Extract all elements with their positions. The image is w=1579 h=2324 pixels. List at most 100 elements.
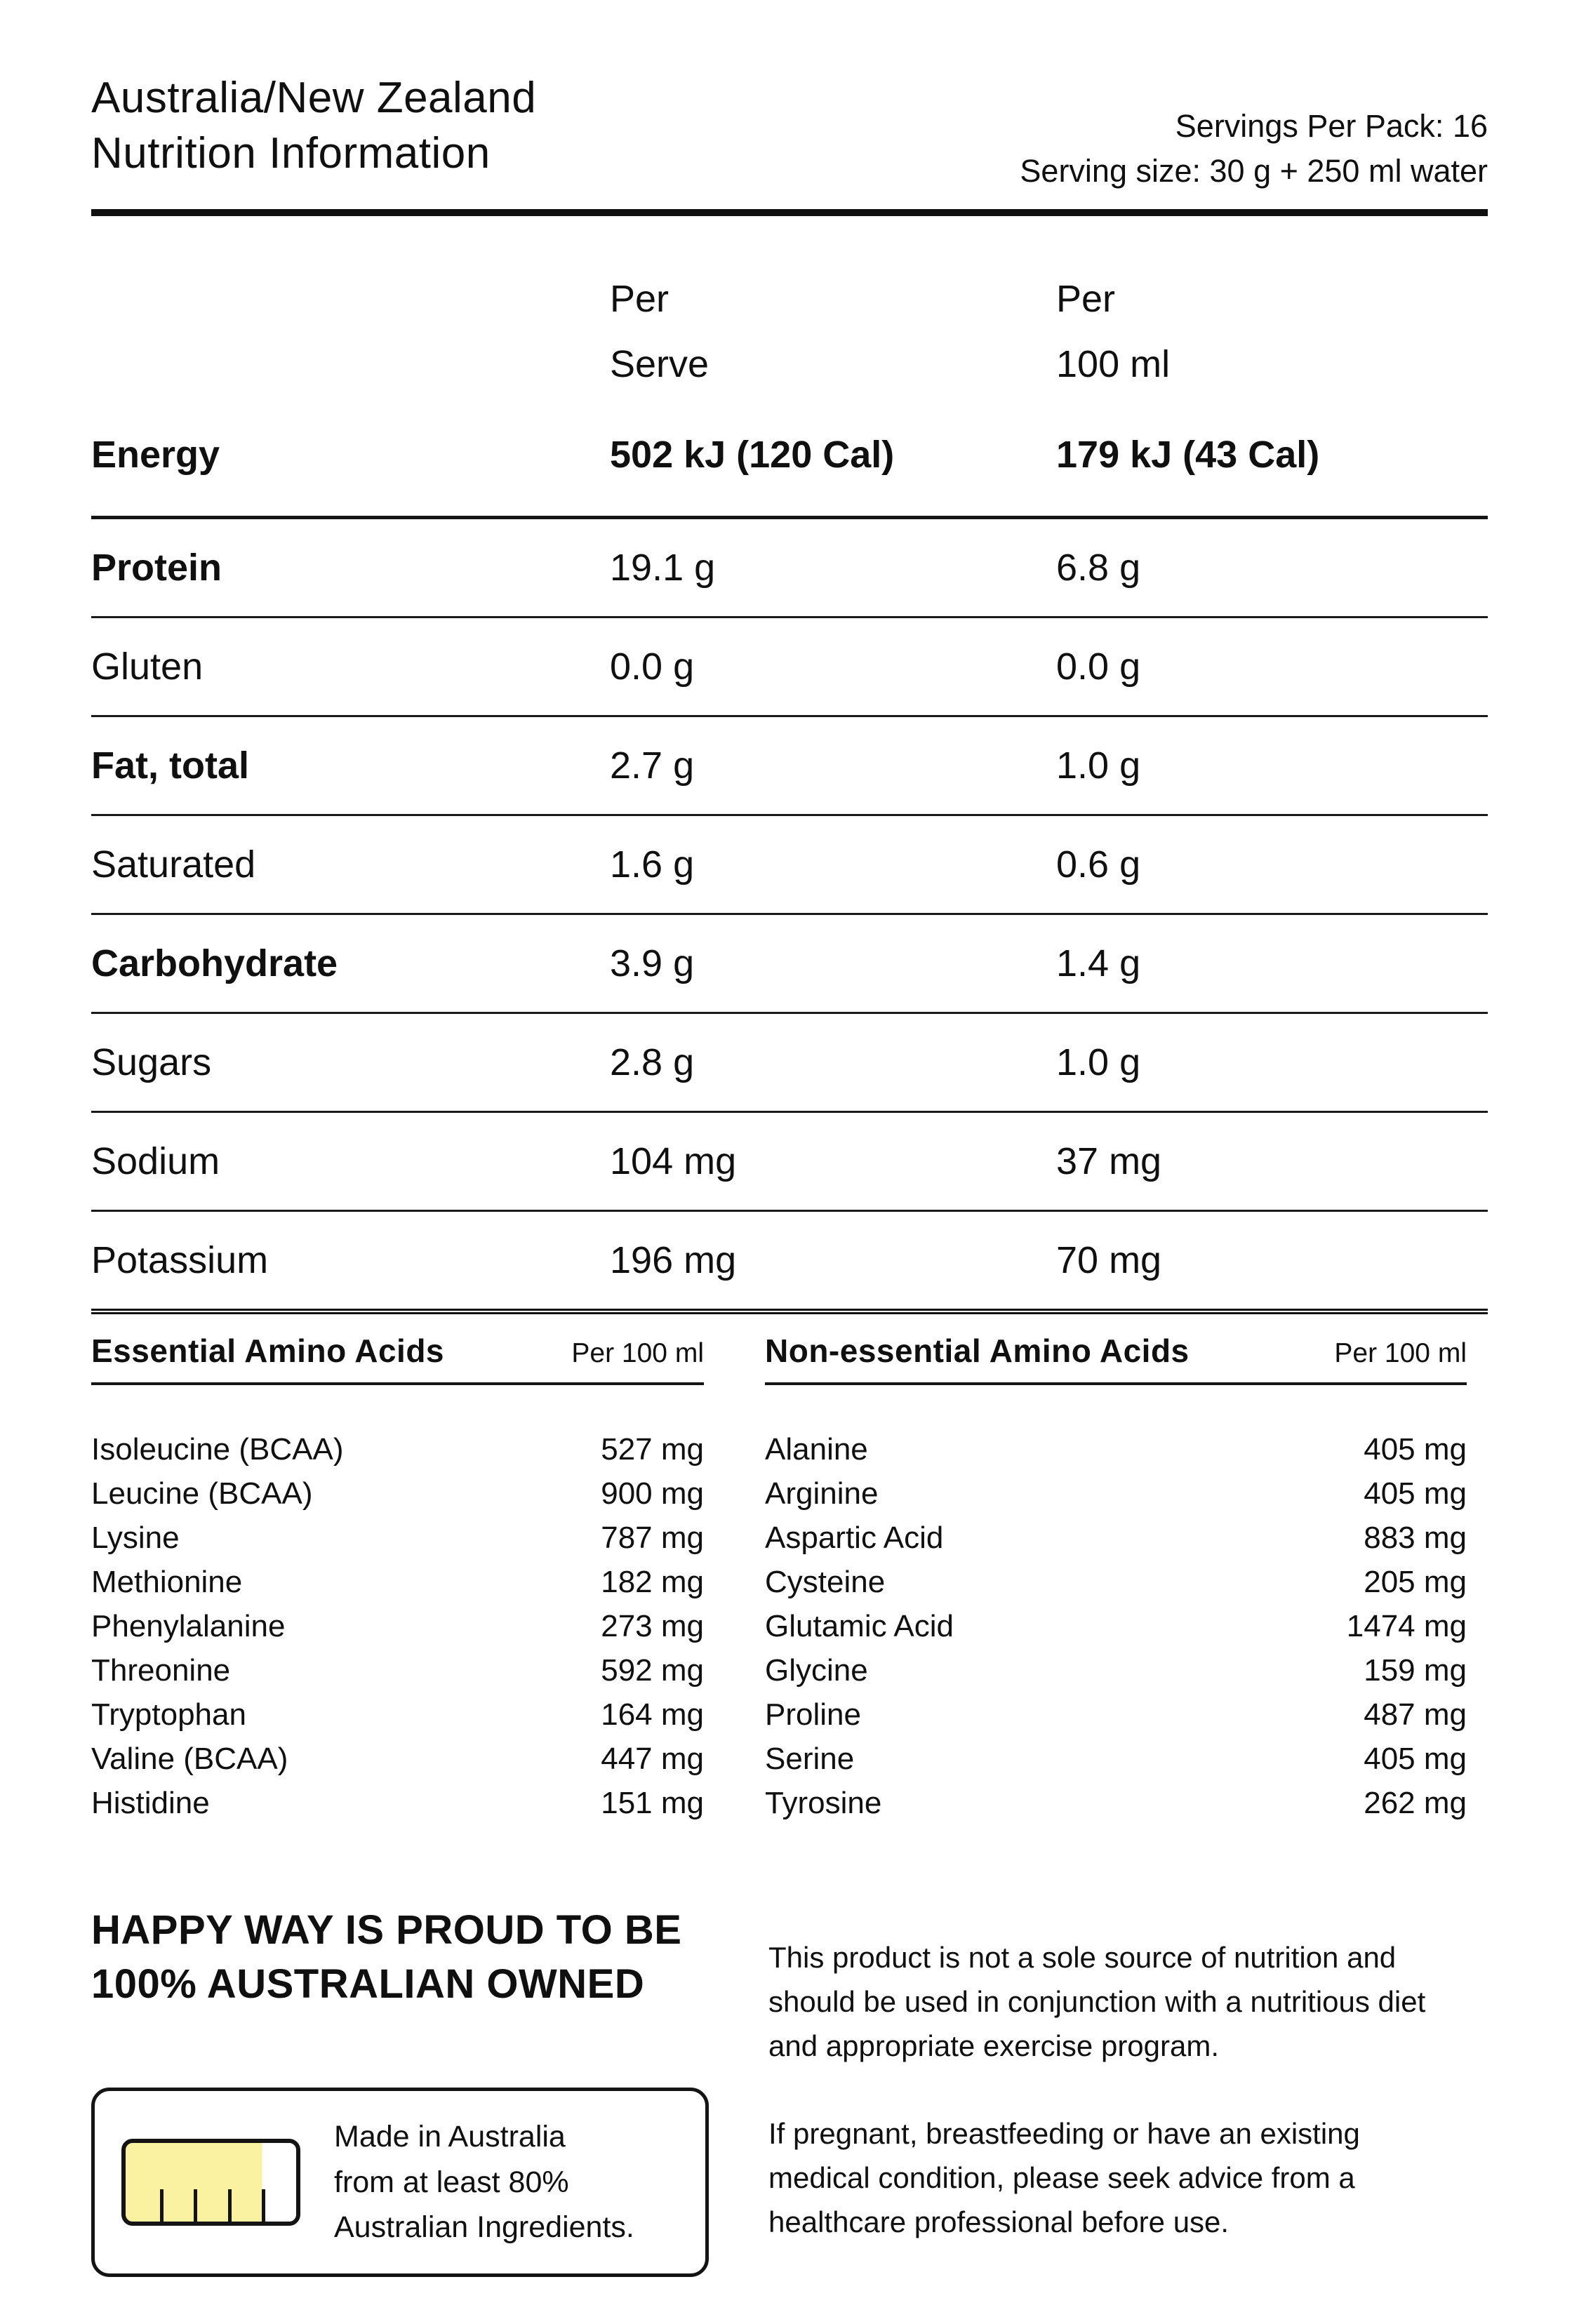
- table-header-row: Per Serve Per 100 ml: [91, 267, 1488, 393]
- essential-amino-acids-list: Isoleucine (BCAA) 527 mg Leucine (BCAA) …: [91, 1427, 704, 1825]
- amino-value: 164 mg: [601, 1697, 704, 1732]
- page-title-line1: Australia/New Zealand: [91, 74, 537, 122]
- amino-name: Lysine: [91, 1520, 180, 1555]
- australian-made-gauge-icon: [121, 2139, 300, 2226]
- per-serve-value: 0.0 g: [610, 646, 695, 688]
- per-serve-value: 502 kJ (120 Cal): [610, 433, 895, 476]
- amino-name: Cysteine: [765, 1564, 886, 1599]
- amino-name: Glutamic Acid: [765, 1608, 954, 1643]
- amino-value: 900 mg: [601, 1476, 704, 1511]
- disclaimer-paragraph-2: If pregnant, breastfeeding or have an ex…: [768, 2117, 1360, 2238]
- made-text-line1: Made in Australia: [334, 2120, 566, 2154]
- amino-name: Serine: [765, 1741, 855, 1776]
- amino-row-tyrosine: Tyrosine 262 mg: [765, 1781, 1467, 1825]
- gauge-tick: [227, 2189, 232, 2222]
- per-serve-value: 2.7 g: [610, 744, 695, 787]
- amino-value: 205 mg: [1364, 1564, 1467, 1599]
- amino-name: Proline: [765, 1697, 861, 1732]
- nutrient-label: Potassium: [91, 1239, 269, 1281]
- table-row-potassium: Potassium 196 mg 70 mg: [91, 1212, 1488, 1314]
- amino-row-leucine: Leucine (BCAA) 900 mg: [91, 1471, 704, 1516]
- per-100ml-value: 1.0 g: [1056, 744, 1141, 787]
- nutrient-label: Gluten: [91, 646, 204, 688]
- nutrient-label: Fat, total: [91, 744, 249, 787]
- essential-amino-acids-header: Essential Amino Acids Per 100 ml: [91, 1332, 704, 1385]
- amino-value: 405 mg: [1364, 1476, 1467, 1511]
- amino-value: 182 mg: [601, 1564, 704, 1599]
- amino-row-isoleucine: Isoleucine (BCAA) 527 mg: [91, 1427, 704, 1471]
- amino-name: Threonine: [91, 1652, 231, 1688]
- per-serve-value: 19.1 g: [610, 547, 716, 589]
- per-100ml-value: 6.8 g: [1056, 547, 1141, 589]
- per-serve-value: 196 mg: [610, 1239, 737, 1281]
- table-row-fat-total: Fat, total 2.7 g 1.0 g: [91, 717, 1488, 816]
- made-text-line2: from at least 80%: [334, 2165, 569, 2199]
- non-essential-amino-acids-header: Non-essential Amino Acids Per 100 ml: [765, 1332, 1467, 1385]
- table-row-protein: Protein 19.1 g 6.8 g: [91, 519, 1488, 618]
- serving-info: Servings Per Pack: 16 Serving size: 30 g…: [1020, 104, 1488, 194]
- amino-row-alanine: Alanine 405 mg: [765, 1427, 1467, 1471]
- amino-name: Leucine (BCAA): [91, 1476, 313, 1511]
- amino-name: Histidine: [91, 1785, 210, 1820]
- nutrition-table: Per Serve Per 100 ml Energy 502 kJ (120 …: [91, 267, 1488, 1314]
- per-serve-value: 2.8 g: [610, 1041, 695, 1083]
- per-100ml-header: Per 100 ml: [1056, 267, 1488, 397]
- page-title-line2: Nutrition Information: [91, 129, 491, 178]
- section-unit-label: Per 100 ml: [571, 1338, 704, 1368]
- headline-line1: HAPPY WAY IS PROUD TO BE: [91, 1907, 682, 1953]
- amino-row-cysteine: Cysteine 205 mg: [765, 1560, 1467, 1604]
- amino-value: 405 mg: [1364, 1431, 1467, 1467]
- amino-name: Isoleucine (BCAA): [91, 1431, 344, 1467]
- per-100ml-header-line1: Per: [1056, 278, 1116, 320]
- amino-value: 527 mg: [601, 1431, 704, 1467]
- amino-value: 1474 mg: [1346, 1608, 1467, 1643]
- amino-row-phenylalanine: Phenylalanine 273 mg: [91, 1604, 704, 1648]
- made-in-australia-text: Made in Australia from at least 80% Aust…: [334, 2114, 634, 2250]
- gauge-tick: [159, 2189, 164, 2222]
- table-row-saturated: Saturated 1.6 g 0.6 g: [91, 816, 1488, 915]
- amino-value: 592 mg: [601, 1652, 704, 1688]
- amino-row-glutamic-acid: Glutamic Acid 1474 mg: [765, 1604, 1467, 1648]
- made-in-australia-badge: Made in Australia from at least 80% Aust…: [91, 2088, 709, 2277]
- amino-name: Aspartic Acid: [765, 1520, 944, 1555]
- amino-value: 262 mg: [1364, 1785, 1467, 1820]
- amino-value: 787 mg: [601, 1520, 704, 1555]
- amino-name: Valine (BCAA): [91, 1741, 288, 1776]
- serving-size: Serving size: 30 g + 250 ml water: [1020, 152, 1488, 189]
- section-unit-label: Per 100 ml: [1334, 1338, 1467, 1368]
- amino-name: Phenylalanine: [91, 1608, 286, 1643]
- disclaimer-paragraph-1: This product is not a sole source of nut…: [768, 1941, 1426, 2062]
- amino-row-tryptophan: Tryptophan 164 mg: [91, 1692, 704, 1737]
- per-serve-header-line2: Serve: [610, 342, 709, 385]
- amino-name: Glycine: [765, 1652, 868, 1688]
- disclaimer-text-block: This product is not a sole source of nut…: [768, 1935, 1439, 2244]
- gauge-tick: [262, 2189, 266, 2222]
- amino-value: 151 mg: [601, 1785, 704, 1820]
- amino-value: 159 mg: [1364, 1652, 1467, 1688]
- amino-row-arginine: Arginine 405 mg: [765, 1471, 1467, 1516]
- amino-row-lysine: Lysine 787 mg: [91, 1516, 704, 1560]
- per-100ml-value: 37 mg: [1056, 1140, 1162, 1182]
- amino-row-threonine: Threonine 592 mg: [91, 1648, 704, 1692]
- table-row-sodium: Sodium 104 mg 37 mg: [91, 1113, 1488, 1212]
- per-100ml-value: 1.4 g: [1056, 942, 1141, 984]
- page-title: Australia/New Zealand Nutrition Informat…: [91, 70, 536, 182]
- amino-name: Arginine: [765, 1476, 879, 1511]
- non-essential-amino-acids-section: Non-essential Amino Acids Per 100 ml Ala…: [765, 1332, 1467, 1825]
- amino-value: 883 mg: [1364, 1520, 1467, 1555]
- section-title: Essential Amino Acids: [91, 1333, 445, 1369]
- amino-name: Alanine: [765, 1431, 868, 1467]
- nutrient-label: Sugars: [91, 1041, 212, 1083]
- nutrient-label: Protein: [91, 547, 222, 589]
- amino-row-serine: Serine 405 mg: [765, 1737, 1467, 1781]
- table-row-energy: Energy 502 kJ (120 Cal) 179 kJ (43 Cal): [91, 393, 1488, 519]
- per-100ml-value: 0.6 g: [1056, 843, 1141, 886]
- per-serve-value: 1.6 g: [610, 843, 695, 886]
- amino-row-proline: Proline 487 mg: [765, 1692, 1467, 1737]
- nutrient-label: Energy: [91, 433, 220, 476]
- amino-row-aspartic-acid: Aspartic Acid 883 mg: [765, 1516, 1467, 1560]
- amino-name: Tyrosine: [765, 1785, 882, 1820]
- headline-line2: 100% AUSTRALIAN OWNED: [91, 1961, 645, 2008]
- per-100ml-value: 1.0 g: [1056, 1041, 1141, 1083]
